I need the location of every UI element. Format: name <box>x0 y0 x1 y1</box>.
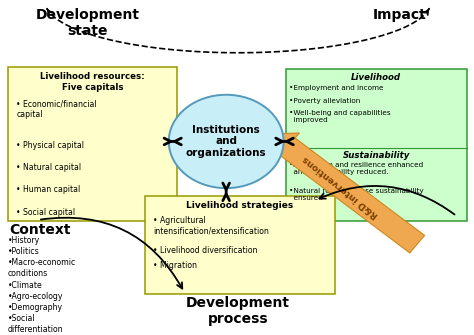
Text: •Climate: •Climate <box>8 281 42 289</box>
Text: •Poverty alleviation: •Poverty alleviation <box>289 97 360 104</box>
Text: Livelihood: Livelihood <box>351 73 401 82</box>
Text: •Agro-ecology: •Agro-ecology <box>8 292 63 301</box>
Text: Livelihood resources:: Livelihood resources: <box>40 72 145 81</box>
FancyBboxPatch shape <box>9 67 177 221</box>
Text: •Demography: •Demography <box>8 303 63 312</box>
Text: Impact: Impact <box>373 8 426 22</box>
Text: Context: Context <box>9 223 71 237</box>
Text: •Macro-economic
conditions: •Macro-economic conditions <box>8 258 76 278</box>
Text: •Politics: •Politics <box>8 247 39 256</box>
Ellipse shape <box>169 95 283 188</box>
FancyArrow shape <box>271 133 425 253</box>
Text: • Livelihood diversification: • Livelihood diversification <box>153 246 257 255</box>
FancyBboxPatch shape <box>145 196 335 294</box>
Text: •Well-being and capabilities
  improved: •Well-being and capabilities improved <box>289 110 390 123</box>
Text: Livelihood strategies: Livelihood strategies <box>186 201 293 210</box>
Text: • Social capital: • Social capital <box>16 208 75 217</box>
Text: • Natural capital: • Natural capital <box>16 163 82 172</box>
Text: •Natural resource base sustainability
  ensured: •Natural resource base sustainability en… <box>289 188 423 201</box>
Text: •Social
differentiation: •Social differentiation <box>8 314 63 334</box>
Text: •Adaptation and resilience enhanced
  and vulnerability reduced.: •Adaptation and resilience enhanced and … <box>289 162 423 175</box>
Text: •History: •History <box>8 236 40 245</box>
Text: • Economic/financial
capital: • Economic/financial capital <box>16 99 97 119</box>
Text: Development
state: Development state <box>36 8 140 38</box>
Text: • Migration: • Migration <box>153 261 197 270</box>
Text: • Agricultural
intensification/extensification: • Agricultural intensification/extensifi… <box>153 216 269 236</box>
FancyBboxPatch shape <box>285 69 467 221</box>
Text: R&D interventions: R&D interventions <box>301 154 381 220</box>
Text: Development
process: Development process <box>186 295 290 326</box>
Text: Five capitals: Five capitals <box>62 83 123 92</box>
Text: • Physical capital: • Physical capital <box>16 140 84 149</box>
Text: Sustainability: Sustainability <box>342 150 410 159</box>
Text: Institutions
and
organizations: Institutions and organizations <box>186 125 266 158</box>
Text: • Human capital: • Human capital <box>16 185 81 194</box>
Text: •Employment and income: •Employment and income <box>289 85 383 91</box>
